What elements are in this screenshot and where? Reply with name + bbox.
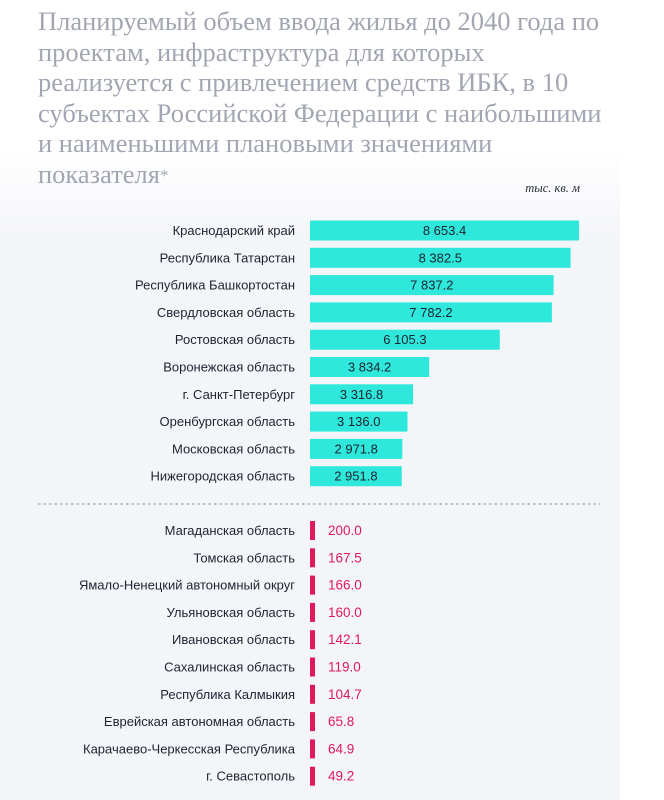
category-label: Московская область [172, 441, 295, 456]
bar [310, 521, 315, 540]
bar [310, 684, 315, 704]
value-label: 7 837.2 [410, 278, 453, 293]
value-label: 119.0 [328, 660, 361, 675]
bar [310, 438, 403, 459]
bar [310, 384, 414, 405]
value-label: 3 316.8 [340, 387, 383, 402]
category-label: Республика Татарстан [160, 250, 295, 265]
value-label: 166.0 [328, 578, 362, 593]
category-label: Краснодарский край [173, 223, 295, 238]
value-label: 3 136.0 [337, 414, 380, 429]
chart-title-text: Планируемый объем ввода жилья до 2040 го… [38, 6, 602, 189]
category-label: г. Севастополь [206, 769, 295, 784]
bar [310, 411, 408, 432]
bar [310, 657, 315, 677]
category-label: Республика Калмыкия [160, 687, 295, 702]
bar [310, 220, 579, 241]
category-label: Нижегородская область [150, 469, 295, 484]
bar [310, 466, 402, 487]
category-label: Томская область [193, 550, 295, 565]
footnote-mark: * [159, 165, 169, 185]
chart-title: Планируемый объем ввода жилья до 2040 го… [38, 6, 618, 189]
category-label: Ивановская область [172, 632, 295, 647]
value-label: 64.9 [328, 741, 354, 756]
unit-label: тыс. кв. м [525, 181, 580, 195]
category-label: Ростовская область [175, 332, 295, 347]
bar [310, 712, 315, 732]
bar [310, 275, 554, 296]
bar [310, 329, 500, 350]
category-label: Республика Башкортостан [135, 278, 295, 293]
category-label: Оренбургская область [160, 414, 296, 429]
category-label: Свердловская область [157, 305, 295, 320]
category-label: Еврейская автономная область [104, 714, 295, 729]
value-label: 6 105.3 [383, 332, 426, 347]
value-label: 8 382.5 [419, 250, 462, 265]
value-label: 7 782.2 [409, 305, 452, 320]
value-label: 65.8 [328, 714, 354, 729]
category-label: г. Санкт-Петербург [183, 387, 296, 402]
bar [310, 630, 315, 650]
bar [310, 766, 315, 786]
value-label: 200.0 [328, 523, 362, 538]
category-label: Сахалинская область [164, 660, 295, 675]
bar [310, 247, 571, 268]
bar [310, 739, 315, 759]
value-label: 104.7 [328, 687, 362, 702]
category-label: Ямало-Ненецкий автономный округ [79, 578, 295, 593]
bar [310, 548, 315, 568]
value-label: 142.1 [328, 632, 362, 647]
category-label: Ульяновская область [167, 605, 296, 620]
value-label: 2 971.8 [335, 441, 378, 456]
value-label: 2 951.8 [334, 469, 377, 484]
value-label: 3 834.2 [348, 360, 391, 375]
bar [310, 575, 315, 595]
value-label: 8 653.4 [423, 223, 466, 238]
value-label: 49.2 [328, 769, 354, 784]
value-label: 167.5 [328, 550, 362, 565]
category-label: Магаданская область [165, 523, 296, 538]
category-label: Карачаево-Черкесская Республика [83, 741, 296, 756]
category-label: Воронежская область [163, 360, 295, 375]
bar [310, 357, 430, 377]
value-label: 160.0 [328, 605, 362, 620]
bar [310, 302, 552, 323]
bar [310, 602, 315, 622]
